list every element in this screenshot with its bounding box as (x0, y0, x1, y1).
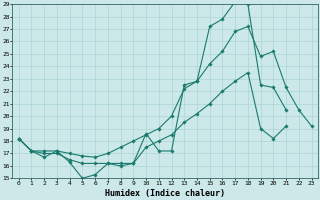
X-axis label: Humidex (Indice chaleur): Humidex (Indice chaleur) (105, 189, 225, 198)
